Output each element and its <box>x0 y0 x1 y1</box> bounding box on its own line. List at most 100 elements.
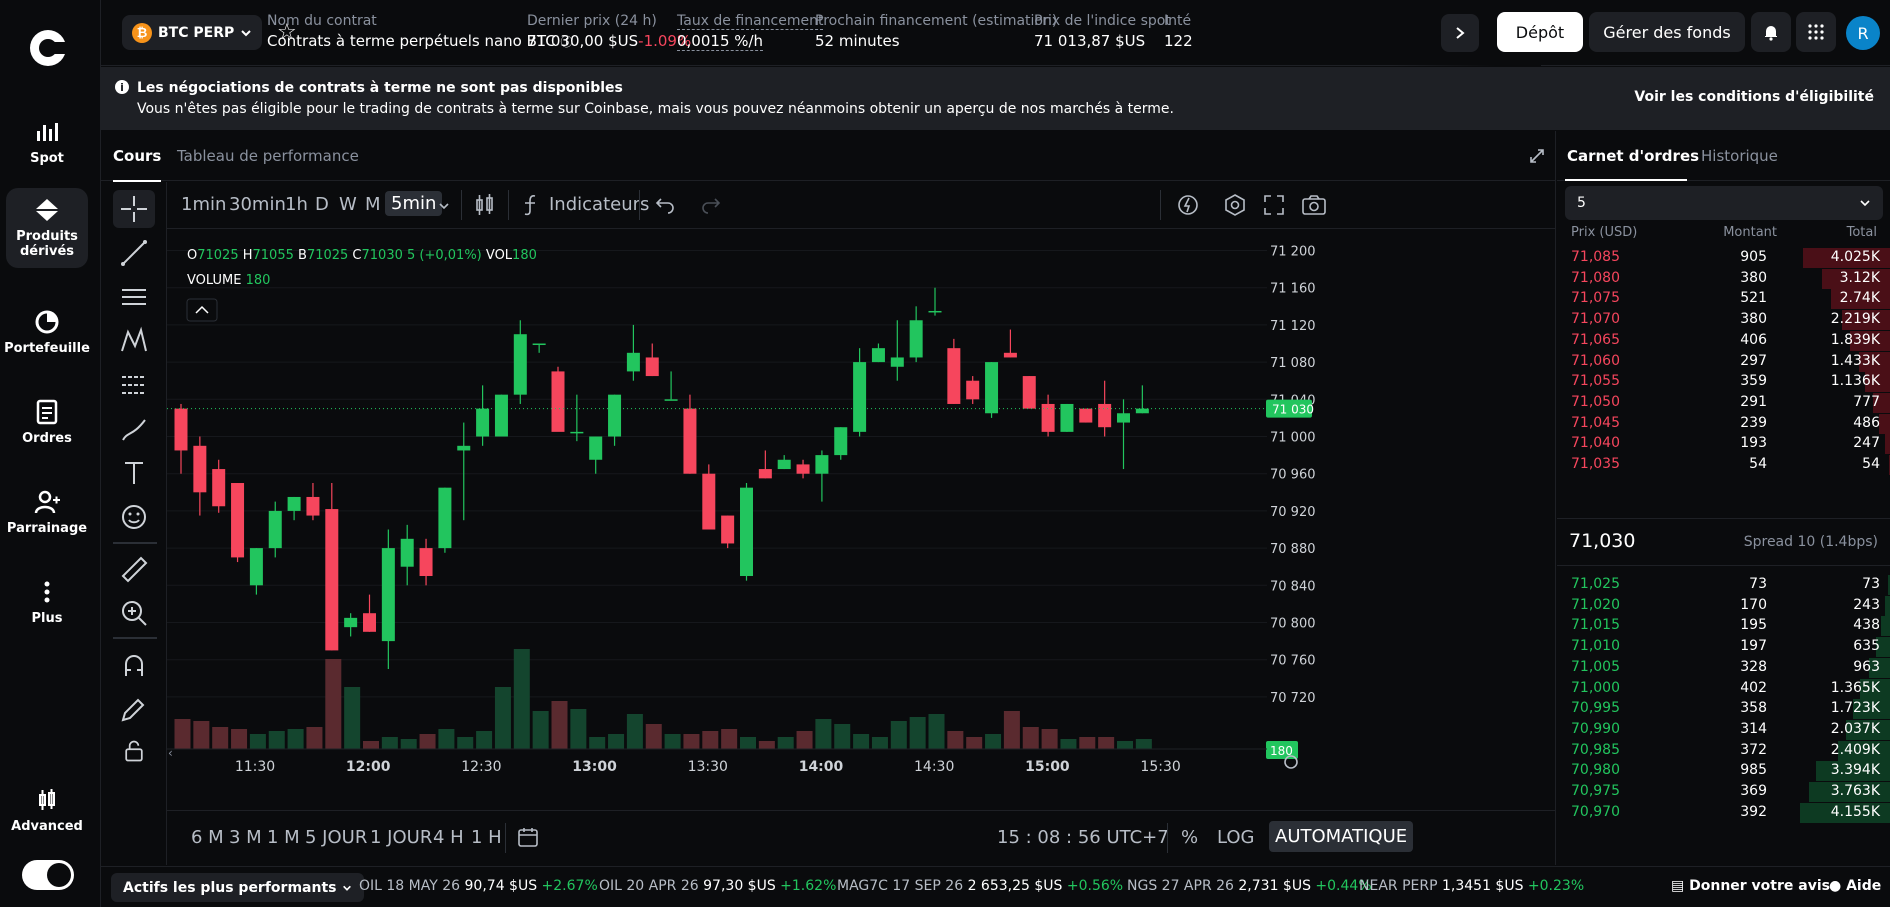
collapse-legend-button[interactable] <box>186 298 218 322</box>
info-icon[interactable]: ⓘ <box>560 35 573 49</box>
order-book-row[interactable]: 70,990 314 2.037K <box>1557 719 1890 740</box>
coinbase-logo-icon[interactable] <box>28 28 68 68</box>
asset-selector[interactable]: ₿ BTC PERP <box>122 15 262 50</box>
scroll-stats-button[interactable] <box>1441 14 1479 52</box>
avatar[interactable]: R <box>1846 16 1880 50</box>
nav-advanced[interactable]: Advanced <box>6 770 88 850</box>
range-1d[interactable]: 1 JOUR <box>370 827 433 848</box>
tab-performance[interactable]: Tableau de performance <box>177 147 359 165</box>
order-book-row[interactable]: 71,065 406 1.839K <box>1557 330 1890 351</box>
notifications-button[interactable] <box>1751 12 1791 52</box>
axis-settings-icon[interactable] <box>1284 755 1298 769</box>
alert-icon[interactable] <box>1176 193 1200 217</box>
crosshair-tool[interactable] <box>113 190 155 228</box>
favorite-star-icon[interactable]: ☆ <box>277 20 297 45</box>
expand-icon[interactable] <box>1529 148 1545 164</box>
fullscreen-icon[interactable] <box>1262 193 1286 217</box>
range-4h[interactable]: 4 H <box>433 827 464 848</box>
order-book-row[interactable]: 71,060 297 1.433K <box>1557 351 1890 372</box>
range-1h[interactable]: 1 H <box>471 827 502 848</box>
log-scale-toggle[interactable]: LOG <box>1217 827 1255 848</box>
collapse-toolbar-icon[interactable]: ‹ <box>168 746 173 760</box>
order-book-row[interactable]: 71,040 193 247 <box>1557 433 1890 455</box>
chevron-down-icon[interactable] <box>438 200 450 212</box>
ticker-item[interactable]: OIL 18 MAY 26 90,74 $US +2.67% <box>359 878 598 894</box>
lock-tool[interactable] <box>113 732 155 770</box>
tab-history[interactable]: Historique <box>1701 147 1778 165</box>
order-book-row[interactable]: 70,995 358 1.723K <box>1557 698 1890 720</box>
range-6m[interactable]: 6 M <box>191 827 224 848</box>
order-book-row[interactable]: 71,070 380 2.219K <box>1557 309 1890 331</box>
order-book-row[interactable]: 71,080 380 3.12K <box>1557 268 1890 289</box>
settings-hex-icon[interactable] <box>1223 193 1247 217</box>
order-book-row[interactable]: 71,085 905 4.025K <box>1557 247 1890 268</box>
chart-clock[interactable]: 15 : 08 : 56 UTC+7 <box>997 827 1169 848</box>
order-book-row[interactable]: 70,970 392 4.155K <box>1557 802 1890 823</box>
order-book-row[interactable]: 71,005 328 963 <box>1557 657 1890 678</box>
nav-spot[interactable]: Spot <box>6 102 88 182</box>
camera-icon[interactable] <box>1301 193 1327 217</box>
zoom-tool[interactable] <box>113 594 155 632</box>
advanced-toggle[interactable] <box>22 860 74 890</box>
ticker-item[interactable]: OIL 20 APR 26 97,30 $US +1.62% <box>599 878 837 894</box>
text-tool[interactable] <box>113 454 155 492</box>
range-1m[interactable]: 1 M <box>267 827 300 848</box>
tab-price[interactable]: Cours <box>113 147 162 182</box>
order-book-row[interactable]: 70,980 985 3.394K <box>1557 760 1890 782</box>
order-book-row[interactable]: 71,010 197 635 <box>1557 636 1890 658</box>
brush-tool[interactable] <box>113 410 155 448</box>
calendar-range-icon[interactable] <box>517 826 541 850</box>
redo-icon[interactable] <box>701 196 721 214</box>
help-link[interactable]: ● Aide <box>1829 878 1882 894</box>
timeframe-1h[interactable]: 1h <box>285 194 308 215</box>
order-book-row[interactable]: 71,055 359 1.136K <box>1557 371 1890 393</box>
timeframe-d[interactable]: D <box>315 194 329 215</box>
nav-derivatives[interactable]: Produits dérivés <box>6 188 88 268</box>
order-book-row[interactable]: 71,000 402 1.365K <box>1557 678 1890 699</box>
horizontal-lines-tool[interactable] <box>113 278 155 316</box>
eligibility-link[interactable]: Voir les conditions d'éligibilité <box>1634 89 1874 105</box>
emoji-tool[interactable] <box>113 498 155 536</box>
apps-button[interactable] <box>1796 12 1836 52</box>
magnet-tool[interactable] <box>113 646 155 684</box>
order-book-row[interactable]: 71,045 239 486 <box>1557 413 1890 434</box>
nav-portfolio[interactable]: Portefeuille <box>4 292 90 372</box>
order-book-row[interactable]: 71,020 170 243 <box>1557 595 1890 616</box>
pattern-tool[interactable] <box>113 322 155 360</box>
order-book-row[interactable]: 71,035 54 54 <box>1557 454 1890 475</box>
fib-tool[interactable] <box>113 366 155 404</box>
manage-funds-button[interactable]: Gérer des fonds <box>1589 12 1745 52</box>
funding-label[interactable]: Taux de financement <box>677 13 824 30</box>
timeframe-m[interactable]: M <box>365 194 381 215</box>
auto-scale-toggle[interactable]: AUTOMATIQUE <box>1269 821 1414 852</box>
order-book-row[interactable]: 71,075 521 2.74K <box>1557 288 1890 310</box>
percent-scale-toggle[interactable]: % <box>1181 827 1199 848</box>
order-book-row[interactable]: 70,985 372 2.409K <box>1557 740 1890 761</box>
order-book-row[interactable]: 71,025 73 73 <box>1557 574 1890 595</box>
ruler-tool[interactable] <box>113 550 155 588</box>
undo-icon[interactable] <box>655 196 675 214</box>
candle-type-icon[interactable] <box>473 193 497 217</box>
timeframe-w[interactable]: W <box>339 194 357 215</box>
ticker-item[interactable]: NEAR PERP 1,3451 $US +0.23% <box>1359 878 1585 894</box>
order-book-row[interactable]: 70,975 369 3.763K <box>1557 781 1890 802</box>
order-book-row[interactable]: 71,015 195 438 <box>1557 615 1890 637</box>
ticker-item[interactable]: MAG7C 17 SEP 26 2 653,25 $US +0.56% <box>837 878 1124 894</box>
nav-orders[interactable]: Ordres <box>6 382 88 462</box>
nav-referral[interactable]: Parrainage <box>6 472 88 552</box>
indicators-button[interactable]: Indicateurs <box>549 194 650 215</box>
range-5d[interactable]: 5 JOUR <box>305 827 368 848</box>
timeframe-30min[interactable]: 30min <box>229 194 286 215</box>
range-3m[interactable]: 3 M <box>229 827 262 848</box>
lock-drawing-tool[interactable] <box>113 690 155 728</box>
trend-line-tool[interactable] <box>113 234 155 272</box>
timeframe-5min[interactable]: 5min <box>385 191 443 216</box>
nav-more[interactable]: Plus <box>6 562 88 642</box>
ticker-item[interactable]: NGS 27 APR 26 2,731 $US +0.44% <box>1127 878 1372 894</box>
feedback-link[interactable]: ▤ Donner votre avis <box>1671 878 1830 894</box>
deposit-button[interactable]: Dépôt <box>1497 12 1583 52</box>
grouping-select[interactable]: 5 <box>1565 186 1883 220</box>
function-icon[interactable] <box>521 193 543 217</box>
top-movers-button[interactable]: Actifs les plus performants <box>111 873 365 902</box>
